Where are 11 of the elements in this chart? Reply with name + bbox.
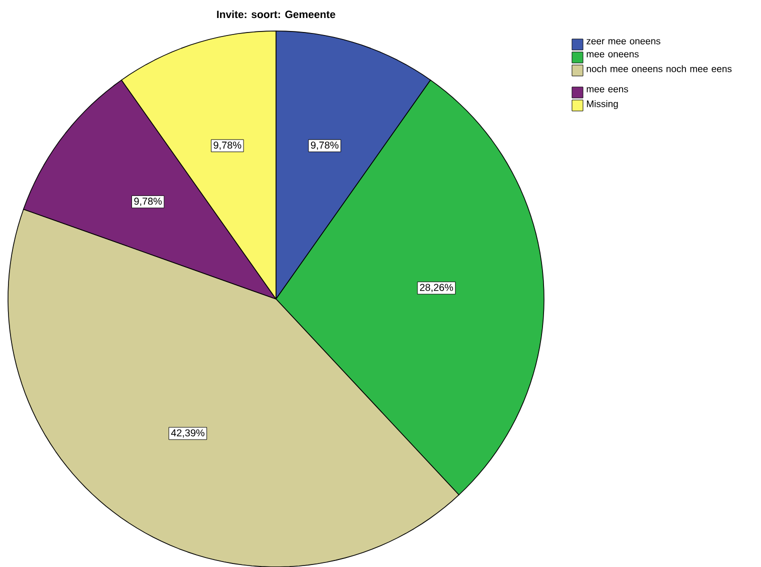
data-label: 9,78% [310,142,338,150]
data-label: 9,78% [134,198,162,206]
legend-label: Missing [586,100,618,110]
data-label: 42,39% [171,429,204,438]
data-label: 9,78% [214,142,242,150]
legend-label: zeer mee oneens [586,39,660,44]
chart-title: Invite: soort: Gemeente [217,10,336,18]
legend-label: mee oneens [586,52,639,58]
legend-label: mee eens [586,87,628,92]
data-label: 28,26% [420,284,454,292]
legend-label: noch mee oneens noch mee eens [586,65,732,72]
